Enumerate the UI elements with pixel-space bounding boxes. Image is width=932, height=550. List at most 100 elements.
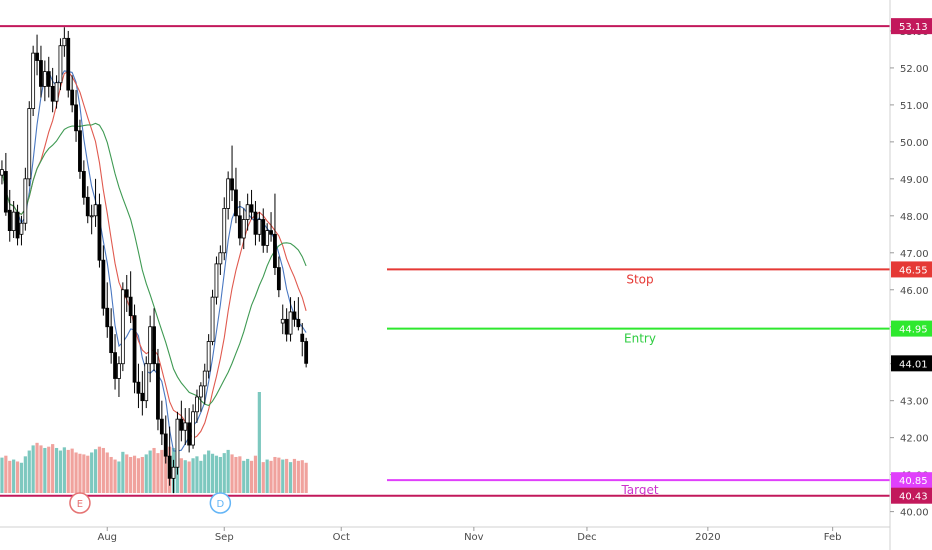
price-tag — [891, 355, 932, 372]
price-tag-label: 44.01 — [899, 359, 928, 370]
candle-down — [132, 315, 137, 383]
candle-down — [269, 230, 273, 235]
volume-bar — [273, 456, 277, 493]
candle-down — [156, 363, 160, 420]
volume-bar — [292, 458, 297, 493]
level-label: Entry — [624, 332, 656, 346]
sma-line — [1, 70, 307, 440]
horizontal-levels: Stop Entry Target — [0, 25, 890, 497]
volume-bar — [66, 449, 70, 493]
volume-bar — [97, 446, 102, 493]
candle-down — [237, 215, 242, 239]
volume-bar — [93, 449, 98, 493]
candle-down — [15, 211, 20, 239]
price-tag — [891, 487, 932, 504]
volume-bar — [281, 459, 285, 493]
candle-down — [101, 259, 106, 309]
candle-up — [222, 208, 227, 254]
price-tag-label: 53.13 — [899, 22, 928, 33]
volume-bar — [277, 457, 281, 493]
volume-bar — [125, 454, 129, 493]
volume-bar — [121, 451, 125, 493]
candle-up — [54, 82, 59, 102]
volume-bar — [222, 453, 226, 493]
price-tag — [891, 18, 932, 35]
volume-bar — [47, 446, 51, 493]
volume-bar — [304, 462, 308, 493]
candle-down — [128, 296, 133, 317]
volume-bar — [207, 450, 211, 493]
event-label: E — [77, 499, 83, 510]
time-tick-label: Nov — [464, 532, 484, 543]
volume-bar — [285, 458, 289, 493]
candle-down — [81, 171, 86, 198]
volume-bar — [179, 458, 183, 493]
candle-up — [42, 71, 47, 87]
candle-up — [206, 341, 211, 372]
volume-bar — [23, 456, 27, 493]
candle-down — [273, 233, 277, 268]
candle-down — [152, 326, 156, 365]
candle-down — [70, 89, 75, 106]
candle-down — [249, 204, 254, 213]
volume-bar — [210, 453, 215, 493]
candle-down — [159, 418, 164, 435]
price-axis[interactable]: 40.0041.0042.0043.0044.0045.0046.0047.00… — [889, 0, 932, 550]
volume-bar — [74, 452, 78, 493]
level-label: Target — [620, 483, 658, 497]
price-tag-label: 40.85 — [899, 476, 928, 487]
price-tick-label: 47.00 — [900, 249, 929, 260]
volume-bar — [15, 461, 20, 493]
candle-down — [296, 318, 301, 328]
price-tag-label: 40.43 — [899, 492, 928, 503]
candle-down — [35, 52, 39, 61]
candle-down — [78, 130, 82, 172]
volume-bar — [4, 455, 8, 493]
volume-bar — [90, 452, 94, 493]
candle-down — [113, 352, 117, 379]
time-tick-label: 2020 — [695, 532, 720, 543]
candle-down — [179, 418, 184, 431]
candle-up — [257, 219, 262, 235]
candles — [0, 27, 309, 494]
candle-down — [105, 307, 110, 328]
candle-up — [195, 396, 199, 413]
volume-bar — [0, 457, 4, 493]
volume-bar — [62, 447, 66, 493]
volume-bar — [195, 456, 199, 493]
volume-bar — [218, 456, 222, 493]
price-tick-label: 48.00 — [900, 212, 929, 223]
time-axis[interactable]: Aug Sep Oct Nov Dec 2020 Feb — [0, 526, 890, 543]
candle-up — [280, 318, 285, 324]
volume-bar — [35, 442, 39, 493]
volume-bar — [152, 447, 156, 493]
volume-bar — [261, 462, 265, 493]
price-tag-label: 46.55 — [899, 265, 928, 276]
candle-up — [144, 363, 149, 402]
volume-bar — [191, 458, 195, 493]
volume-bar — [203, 454, 207, 493]
volume-bar — [51, 444, 55, 493]
volume-bar — [160, 449, 164, 493]
candle-up — [226, 178, 231, 209]
candle-down — [50, 86, 55, 102]
volume-bar — [113, 459, 117, 493]
volume-bar — [101, 447, 105, 493]
price-tag — [891, 472, 932, 489]
volume-bar — [199, 460, 203, 493]
volume-layer — [0, 392, 308, 493]
candle-up — [31, 52, 36, 109]
candle-up — [19, 222, 24, 235]
event-marker — [69, 492, 91, 514]
candle-up — [202, 370, 207, 387]
candle-up — [183, 422, 188, 431]
candle-down — [300, 333, 305, 342]
volume-bar — [31, 445, 35, 493]
candle-down — [109, 326, 114, 354]
candle-up — [93, 204, 98, 217]
candle-down — [234, 189, 238, 217]
candle-up — [27, 108, 32, 180]
volume-bar — [8, 460, 12, 493]
volume-bar — [230, 454, 234, 493]
